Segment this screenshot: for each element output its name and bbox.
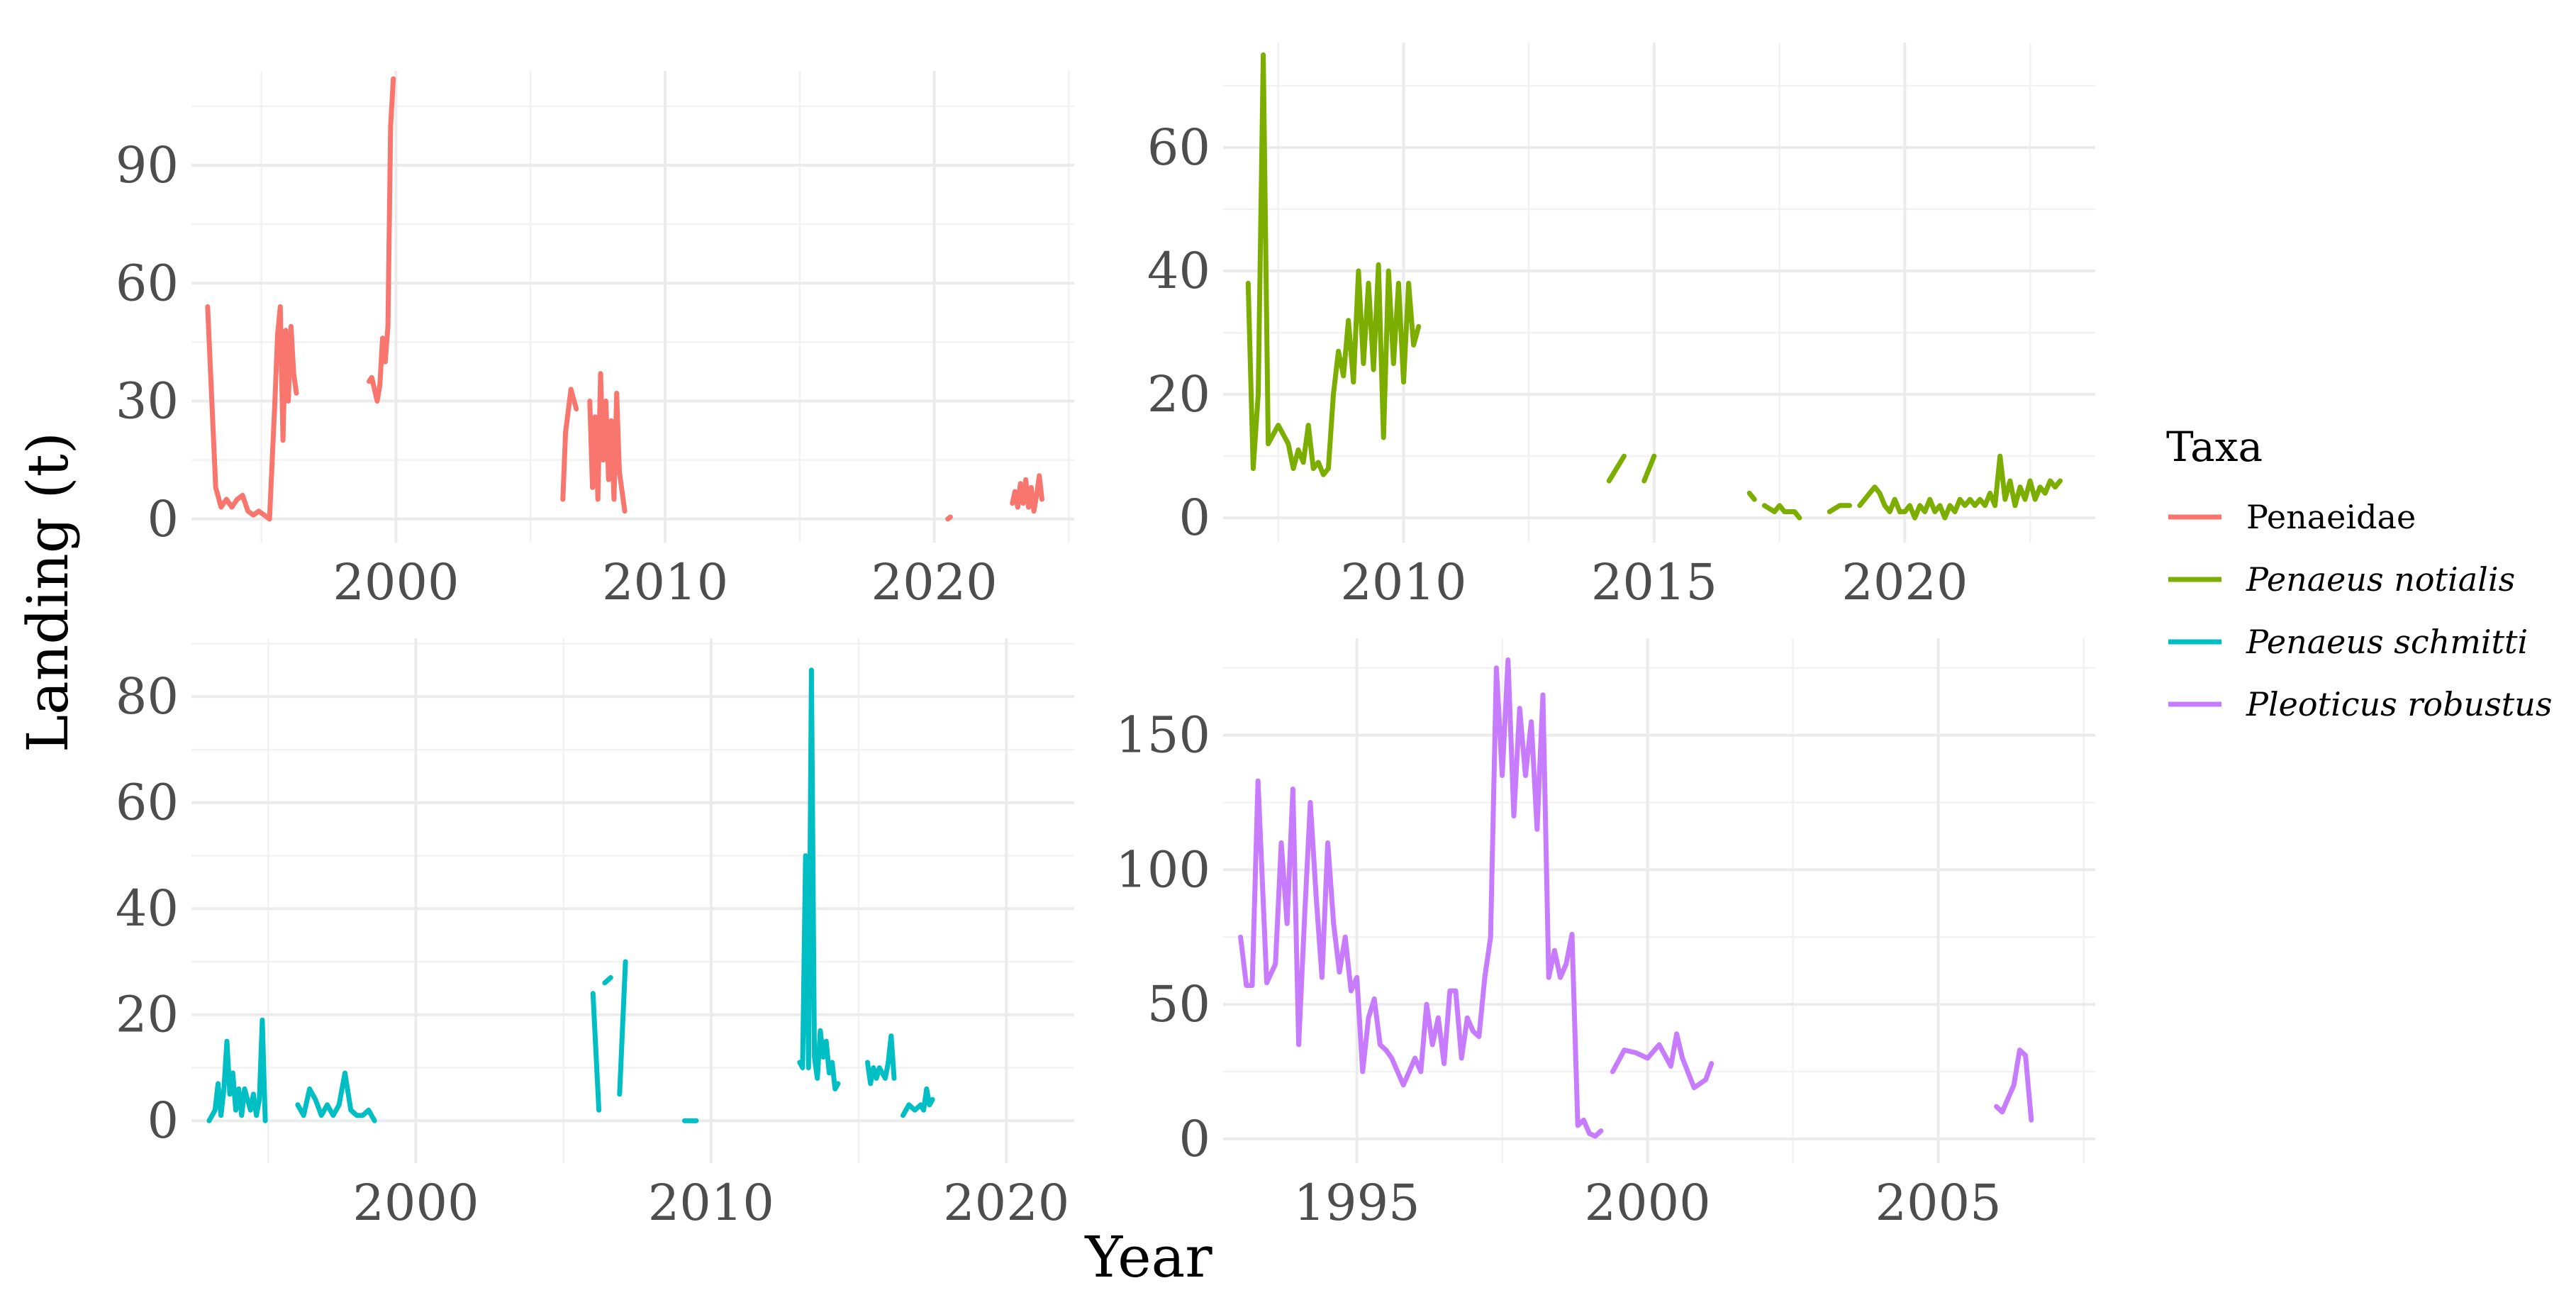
legend-label: Penaeus schmitti xyxy=(2246,623,2528,661)
series-line-segment xyxy=(1827,503,1853,514)
y-tick-label: 30 xyxy=(116,372,179,430)
x-tick-label: 2020 xyxy=(871,553,998,611)
series-line-segment xyxy=(1857,453,2063,521)
series-line-segment xyxy=(797,667,841,1091)
y-tick-label: 20 xyxy=(1147,365,1210,423)
y-tick-label: 60 xyxy=(116,774,179,832)
y-tick-label: 60 xyxy=(116,254,179,312)
y-tick-label: 100 xyxy=(1115,840,1210,899)
x-tick-label: 2010 xyxy=(602,553,728,611)
y-tick-label: 20 xyxy=(116,986,179,1044)
series-line-segment xyxy=(945,514,953,522)
series-line-segment xyxy=(1761,503,1802,521)
x-axis-title: Year xyxy=(1084,1224,1212,1290)
series-line-segment xyxy=(1238,657,1604,1139)
x-tick-label: 1995 xyxy=(1294,1174,1420,1232)
series-line-segment xyxy=(1245,52,1422,477)
y-tick-label: 80 xyxy=(116,667,179,726)
panel-1: 2000 2010 2020 0 30 60 90 xyxy=(116,71,1074,611)
series-line-segment xyxy=(1641,453,1657,484)
series-line-segment xyxy=(1610,1031,1714,1091)
legend-label: Pleoticus robustus xyxy=(2246,685,2552,723)
legend: Taxa Penaeidae Penaeus notialis Penaeus sc… xyxy=(2166,423,2552,723)
series-line-segment xyxy=(602,974,613,986)
panel-4: 1995 2000 2005 0 50 100 150 xyxy=(1115,638,2095,1232)
legend-label: Penaeidae xyxy=(2246,498,2416,536)
y-tick-label: 50 xyxy=(1147,975,1210,1033)
y-tick-label: 150 xyxy=(1115,706,1210,765)
series-line-segment xyxy=(590,991,602,1113)
y-axis-title: Landing (t) xyxy=(15,432,81,752)
x-tick-label: 2000 xyxy=(1585,1174,1711,1232)
series-line-segment xyxy=(1994,1048,2034,1123)
y-tick-label: 0 xyxy=(147,490,179,548)
panel-2: 2010 2015 2020 0 20 40 60 xyxy=(1147,43,2095,611)
legend-label: Penaeus notialis xyxy=(2246,560,2515,599)
series-line-segment xyxy=(367,76,396,404)
y-tick-label: 60 xyxy=(1147,118,1210,177)
y-tick-label: 40 xyxy=(1147,242,1210,300)
series-line-segment xyxy=(560,387,579,502)
x-tick-label: 2015 xyxy=(1591,553,1717,611)
y-tick-label: 90 xyxy=(116,136,179,194)
x-tick-label: 2000 xyxy=(352,1174,479,1232)
x-tick-label: 2000 xyxy=(333,553,459,611)
series-line-segment xyxy=(295,1070,377,1123)
series-line-segment xyxy=(587,371,628,514)
x-tick-label: 2010 xyxy=(1340,553,1466,611)
y-tick-label: 0 xyxy=(1178,1110,1210,1168)
series-line-segment xyxy=(865,1033,897,1087)
legend-title: Taxa xyxy=(2166,423,2263,471)
y-tick-label: 40 xyxy=(116,879,179,938)
x-tick-label: 2020 xyxy=(943,1174,1069,1232)
x-tick-label: 2020 xyxy=(1841,553,1968,611)
series-line-segment xyxy=(206,1017,268,1123)
series-line-segment xyxy=(617,959,628,1097)
y-tick-label: 0 xyxy=(147,1091,179,1150)
x-tick-label: 2010 xyxy=(648,1174,774,1232)
series-line-segment xyxy=(1746,490,1757,502)
y-tick-label: 0 xyxy=(1178,489,1210,547)
panel-3: 2000 2010 2020 0 20 40 60 80 xyxy=(116,638,1074,1232)
x-tick-label: 2005 xyxy=(1875,1174,2002,1232)
series-line-segment xyxy=(901,1086,935,1118)
series-line-segment xyxy=(1606,453,1627,484)
series-line-segment xyxy=(1010,473,1044,514)
series-line-segment xyxy=(205,304,299,522)
